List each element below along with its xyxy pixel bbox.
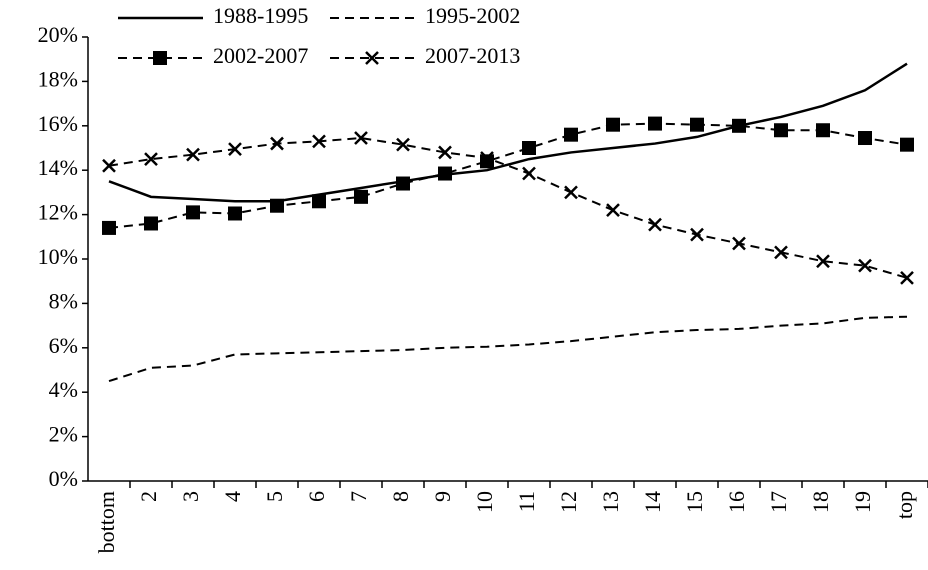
legend-marker <box>365 51 379 65</box>
data-point <box>648 116 662 131</box>
x-tick-label: 13 <box>598 491 623 513</box>
y-tick-label: 18% <box>38 66 78 91</box>
y-tick-label: 12% <box>38 200 78 225</box>
x-tick-label: 4 <box>220 491 245 502</box>
data-point <box>900 270 914 285</box>
y-tick-label: 20% <box>38 22 78 47</box>
data-point <box>270 136 284 151</box>
data-point <box>858 131 872 146</box>
data-point <box>690 227 704 242</box>
data-point <box>228 206 242 221</box>
data-point <box>648 217 662 232</box>
data-point <box>858 258 872 273</box>
x-tick-label: 10 <box>472 491 497 513</box>
legend-marker <box>153 51 167 65</box>
data-point <box>438 166 452 181</box>
data-point <box>354 189 368 204</box>
data-point <box>186 205 200 220</box>
y-tick-label: 14% <box>38 155 78 180</box>
data-point <box>438 145 452 160</box>
series-line <box>108 62 908 203</box>
data-point <box>312 194 326 209</box>
y-tick-label: 2% <box>49 422 78 447</box>
y-tick-label: 6% <box>49 333 78 358</box>
data-point <box>564 185 578 200</box>
x-tick-label: 9 <box>430 491 455 502</box>
x-tick-label: 14 <box>640 491 665 513</box>
legend-label: 2007-2013 <box>425 43 520 68</box>
data-point <box>480 151 494 165</box>
data-point <box>690 117 704 132</box>
data-point <box>102 220 116 235</box>
data-point <box>522 141 536 155</box>
data-point <box>564 127 578 142</box>
data-point <box>900 137 914 152</box>
data-point <box>312 134 326 149</box>
data-point <box>228 142 242 156</box>
data-point <box>816 123 830 138</box>
y-tick-label: 10% <box>38 244 78 269</box>
x-tick-label: 12 <box>556 491 581 513</box>
legend-label: 1995-2002 <box>425 3 520 28</box>
x-tick-label: 8 <box>388 491 413 502</box>
data-point <box>270 198 284 213</box>
x-tick-label: 5 <box>262 491 287 502</box>
data-point <box>774 123 788 138</box>
data-point <box>732 118 746 133</box>
x-tick-label: bottom <box>94 491 119 553</box>
data-point <box>144 152 158 166</box>
y-tick-label: 8% <box>49 288 78 313</box>
data-point <box>396 137 410 152</box>
data-point <box>606 203 620 218</box>
x-tick-label: 18 <box>808 491 833 513</box>
x-tick-label: 6 <box>304 491 329 502</box>
x-tick-label: 3 <box>178 491 203 502</box>
data-point <box>606 117 620 132</box>
x-tick-label: 2 <box>136 491 161 502</box>
data-point <box>102 158 116 173</box>
data-point <box>144 216 158 231</box>
y-tick-label: 0% <box>49 466 78 491</box>
x-tick-label: top <box>892 491 917 519</box>
x-tick-label: 19 <box>850 491 875 513</box>
data-point <box>522 166 536 181</box>
data-point <box>396 176 410 191</box>
data-point <box>354 131 368 145</box>
data-point <box>732 236 746 251</box>
x-tick-label: 11 <box>514 491 539 512</box>
x-tick-label: 17 <box>766 491 791 513</box>
x-tick-label: 7 <box>346 491 371 502</box>
series-line <box>108 315 908 383</box>
x-tick-label: 15 <box>682 491 707 513</box>
x-tick-label: 16 <box>724 491 749 513</box>
data-point <box>774 245 788 260</box>
data-point <box>816 254 830 269</box>
y-tick-label: 4% <box>49 377 78 402</box>
legend-label: 2002-2007 <box>213 43 308 68</box>
y-tick-label: 16% <box>38 111 78 136</box>
legend-label: 1988-1995 <box>213 3 308 28</box>
data-point <box>186 147 200 162</box>
series-line <box>108 137 908 279</box>
